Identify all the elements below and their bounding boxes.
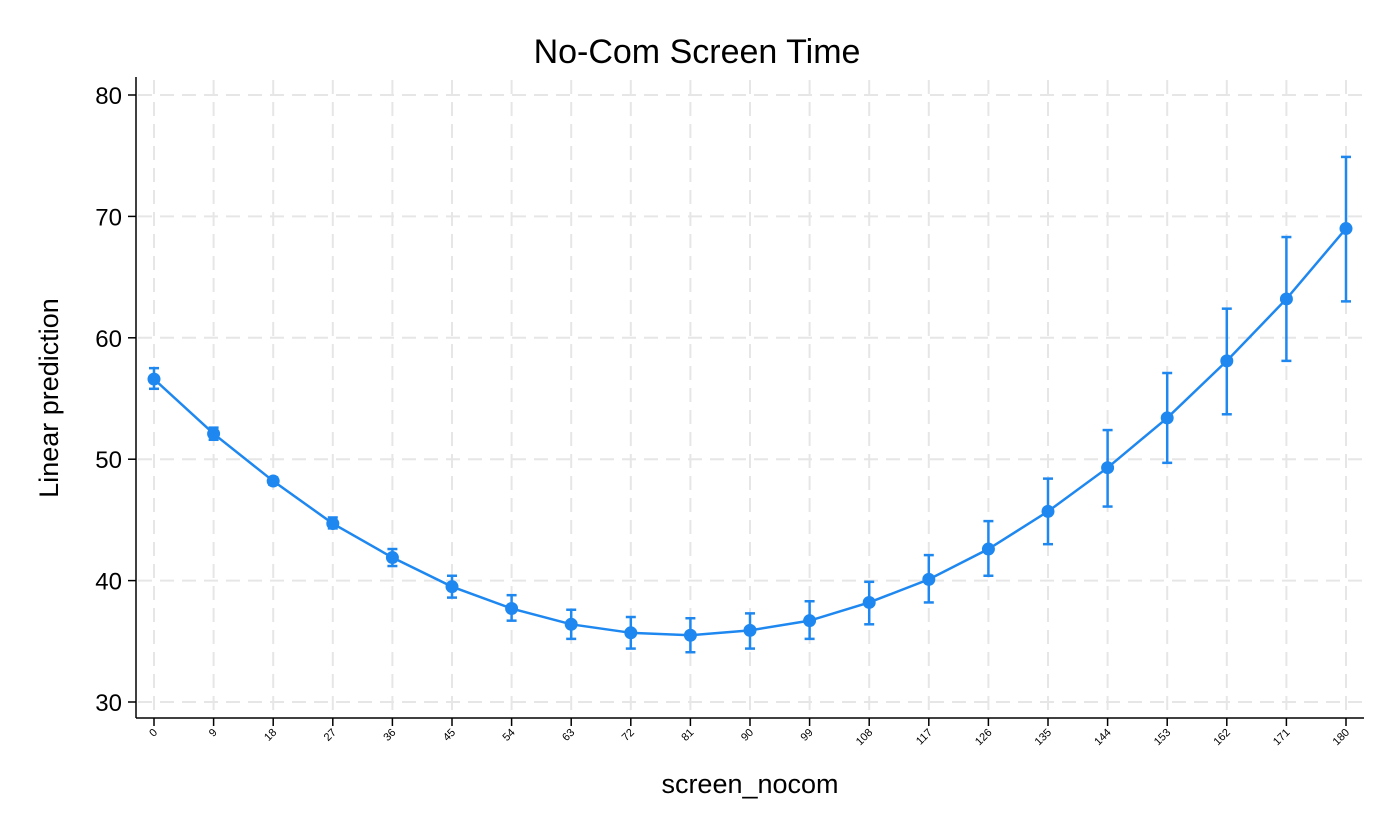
- x-tick-label: 153: [1152, 727, 1173, 748]
- x-tick-label: 126: [973, 727, 994, 748]
- data-point: [385, 551, 399, 565]
- x-ticks: 0 9 18 27 36 45 54 63 72 81 90 99 108 117 126 135 144 153…: [147, 718, 1352, 748]
- x-tick-label: 81: [679, 727, 696, 744]
- data-point: [1279, 292, 1293, 306]
- data-point: [564, 617, 578, 631]
- data-point: [326, 517, 340, 531]
- data-point: [981, 542, 995, 556]
- x-tick-label: 144: [1092, 727, 1113, 748]
- x-tick-label: 63: [560, 727, 577, 744]
- x-tick-label: 180: [1331, 727, 1352, 748]
- x-tick-label: 18: [262, 727, 279, 744]
- y-tick-label: 50: [95, 447, 122, 474]
- x-tick-label: 72: [620, 727, 637, 744]
- x-tick-label: 135: [1033, 727, 1054, 748]
- y-tick-label: 40: [95, 569, 122, 596]
- data-point: [862, 595, 876, 609]
- x-tick-label: 171: [1271, 727, 1292, 748]
- data-point: [445, 580, 459, 594]
- data-point: [1101, 461, 1115, 475]
- x-tick-label: 108: [854, 727, 875, 748]
- data-point: [803, 614, 817, 628]
- data-point: [683, 628, 697, 642]
- data-point: [1160, 411, 1174, 425]
- data-point: [922, 572, 936, 586]
- data-point: [743, 623, 757, 637]
- x-tick-label: 9: [207, 727, 220, 740]
- x-tick-label: 117: [914, 727, 935, 748]
- data-point: [207, 427, 221, 441]
- y-tick-label: 70: [95, 204, 122, 231]
- data-point: [147, 372, 161, 386]
- data-point: [266, 474, 280, 488]
- data-point: [505, 602, 519, 616]
- x-tick-label: 99: [799, 727, 816, 744]
- x-tick-label: 54: [501, 727, 518, 744]
- data-point: [1339, 222, 1353, 236]
- x-tick-label: 90: [739, 727, 756, 744]
- data-point: [1041, 504, 1055, 518]
- y-tick-label: 80: [95, 83, 122, 110]
- y-tick-label: 60: [95, 326, 122, 353]
- y-ticks: 30 40 50 60 70 80: [95, 83, 136, 717]
- chart-title: No-Com Screen Time: [534, 33, 861, 71]
- y-tick-label: 30: [95, 690, 122, 717]
- x-axis-label: screen_nocom: [661, 769, 838, 799]
- x-tick-label: 36: [381, 727, 398, 744]
- x-tick-label: 27: [322, 727, 339, 744]
- x-tick-label: 45: [441, 727, 458, 744]
- data-points: [147, 222, 1353, 642]
- y-axis-label: Linear prediction: [34, 298, 64, 498]
- data-point: [624, 626, 638, 640]
- x-tick-label: 0: [147, 727, 160, 740]
- x-tick-label: 162: [1211, 727, 1232, 748]
- data-point: [1220, 354, 1234, 368]
